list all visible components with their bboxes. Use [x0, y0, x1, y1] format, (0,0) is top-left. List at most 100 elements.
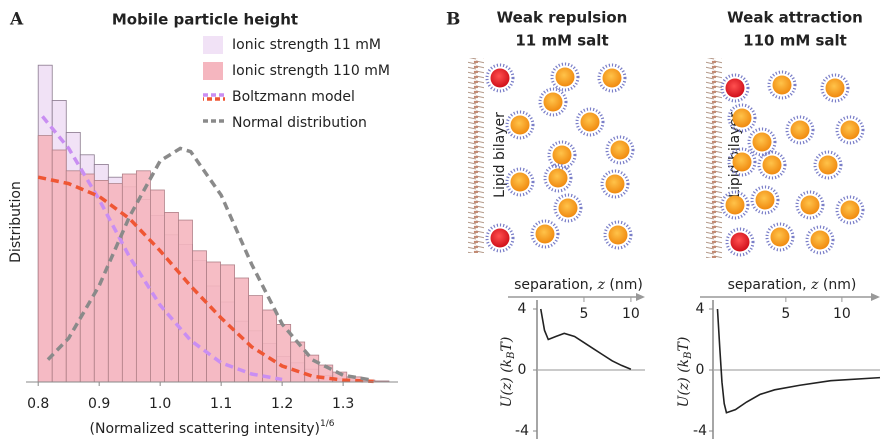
particle-corona	[805, 225, 835, 255]
legend-label: Boltzmann model	[232, 89, 355, 105]
particle-corona	[750, 185, 780, 215]
particle	[580, 112, 600, 132]
y-axis-label-part: U(z) (k	[499, 359, 515, 408]
chart-title: Mobile particle height	[112, 11, 298, 29]
particle-corona	[547, 140, 577, 170]
histogram-bar	[248, 295, 264, 383]
particle-corona	[725, 227, 755, 257]
particle	[790, 120, 810, 140]
particle-corona	[747, 127, 777, 157]
particle-corona	[485, 223, 515, 253]
particle	[755, 190, 775, 210]
x-axis-label-part: separation,	[514, 277, 597, 293]
histogram-bar	[150, 189, 165, 383]
particle-corona	[538, 87, 568, 117]
x-tick-label: 10	[833, 306, 851, 322]
lipid-bilayer	[468, 58, 484, 253]
x-tick-label: 1.0	[149, 396, 171, 412]
particle	[825, 78, 845, 98]
x-axis-label-part: (nm)	[818, 277, 856, 293]
potential-curve	[539, 308, 632, 370]
particle-corona	[505, 110, 535, 140]
particle	[810, 230, 830, 250]
particle	[730, 232, 750, 252]
y-tick-label: -4	[693, 423, 707, 439]
model-curve	[41, 115, 283, 382]
particle-corona	[720, 190, 750, 220]
particle-corona	[485, 63, 515, 93]
x-tick-label: 10	[622, 306, 640, 322]
particle-corona	[785, 115, 815, 145]
histogram-bar	[79, 173, 95, 383]
x-axis-label-part: (Normalized scattering intensity)	[90, 421, 320, 437]
membrane-label: Lipid bilayer	[492, 112, 508, 198]
y-axis-label: U(z) (kBT)	[499, 337, 517, 408]
particle	[602, 68, 622, 88]
axis-arrow	[636, 293, 645, 301]
histogram-bar	[234, 277, 249, 383]
particle-corona	[597, 63, 627, 93]
particle	[610, 140, 630, 160]
histogram-bar	[37, 135, 53, 383]
histogram-bar	[121, 173, 137, 383]
x-axis-label: separation, z (nm)	[514, 277, 643, 293]
histogram-bar	[290, 341, 306, 383]
particle	[840, 200, 860, 220]
histogram-bar	[192, 250, 207, 383]
y-tick-label: -4	[515, 423, 529, 439]
particle-corona	[765, 222, 795, 252]
legend-swatch	[203, 62, 223, 80]
particle-corona	[727, 103, 757, 133]
x-tick-label: 0.8	[27, 396, 49, 412]
x-axis-label: (Normalized scattering intensity)1/6	[90, 419, 335, 438]
x-tick-label: 5	[579, 306, 588, 322]
x-tick-label: 1.1	[210, 396, 232, 412]
y-axis-label: U(z) (kBT)	[676, 337, 694, 408]
x-axis-label-part: (nm)	[605, 277, 643, 293]
y-tick-label: 4	[696, 301, 705, 317]
x-tick-label: 0.9	[88, 396, 110, 412]
y-axis-label-part: B	[506, 351, 517, 359]
x-axis-label-part: separation,	[728, 277, 811, 293]
panel-title: Weak repulsion	[497, 9, 628, 27]
particle-corona	[603, 220, 633, 250]
particle	[543, 92, 563, 112]
panel-subtitle: 11 mM salt	[515, 32, 608, 50]
histogram-bar	[262, 309, 278, 383]
panel-label: B	[446, 10, 460, 30]
x-axis-label: separation, z (nm)	[728, 277, 857, 293]
particle	[770, 227, 790, 247]
particle-corona	[605, 135, 635, 165]
legend-swatch	[203, 36, 223, 54]
particle	[800, 195, 820, 215]
particle	[552, 145, 572, 165]
axis-arrow	[871, 293, 880, 301]
particle	[762, 155, 782, 175]
particle-corona	[543, 163, 573, 193]
x-tick-label: 1.2	[271, 396, 293, 412]
y-axis-label-part: U(z) (k	[676, 359, 692, 408]
particle	[510, 115, 530, 135]
particle	[732, 152, 752, 172]
particle-corona	[505, 167, 535, 197]
y-tick-label: 4	[518, 301, 527, 317]
x-axis-label-part: 1/6	[320, 419, 335, 429]
particle-corona	[835, 195, 865, 225]
y-tick-label: 0	[696, 362, 705, 378]
legend-label: Normal distribution	[232, 115, 367, 131]
particle-corona	[795, 190, 825, 220]
x-axis-label-part: z	[810, 277, 819, 293]
histogram-bar	[178, 219, 193, 383]
histogram-bar	[164, 211, 179, 383]
particle-corona	[767, 70, 797, 100]
panel-label: A	[9, 10, 24, 30]
y-tick-label: 0	[518, 362, 527, 378]
particle	[732, 108, 752, 128]
lipid-bilayer	[706, 58, 722, 258]
particle-corona	[813, 150, 843, 180]
particle	[605, 174, 625, 194]
particle	[725, 195, 745, 215]
particle-corona	[575, 107, 605, 137]
legend-label: Ionic strength 110 mM	[232, 63, 390, 79]
